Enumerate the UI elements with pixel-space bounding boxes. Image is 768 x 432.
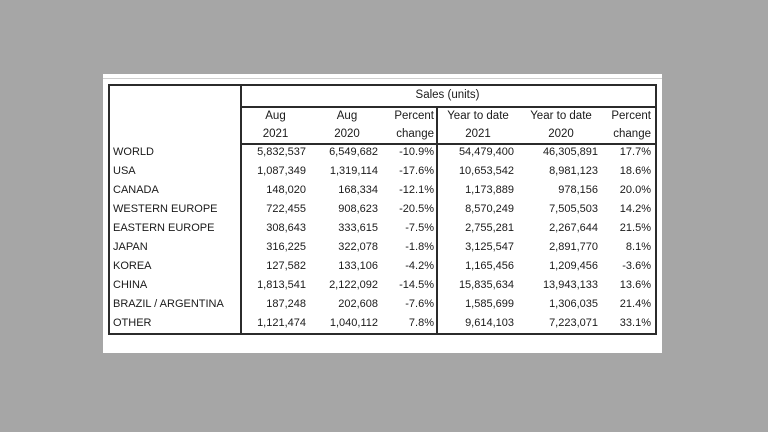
aug-2020-cell: 1,040,112 xyxy=(329,317,378,329)
percent-change-aug-cell: -20.5% xyxy=(399,203,434,215)
ytd-2021-cell: 3,125,547 xyxy=(465,241,514,253)
aug-2021-cell: 722,455 xyxy=(266,203,306,215)
column-header-line2: change xyxy=(613,128,651,140)
divider-label-column xyxy=(240,86,242,333)
percent-change-ytd-cell: 13.6% xyxy=(619,279,651,291)
ytd-2020-cell: 2,267,644 xyxy=(549,222,598,234)
ytd-2021-cell: 1,173,889 xyxy=(465,184,514,196)
column-header-aug-2020: Aug 2020 xyxy=(311,106,383,143)
aug-2021-cell: 308,643 xyxy=(266,222,306,234)
row-label-cell: USA xyxy=(113,165,136,177)
aug-2020-cell: 908,623 xyxy=(338,203,378,215)
column-header-line1: Aug xyxy=(336,110,358,122)
column-header-line1: Percent xyxy=(611,110,651,122)
percent-change-aug-cell: -10.9% xyxy=(399,146,434,158)
row-label-cell: CHINA xyxy=(113,279,148,291)
sales-table: Sales (units) Aug 2021 Aug 2020 Percent … xyxy=(108,84,657,335)
aug-2021-cell: 187,248 xyxy=(266,298,306,310)
percent-change-ytd-cell: 20.0% xyxy=(619,184,651,196)
ytd-2021-cell: 9,614,103 xyxy=(465,317,514,329)
aug-2021-cell: 5,832,537 xyxy=(257,146,306,158)
column-header-percent-change-ytd: Percent change xyxy=(603,106,655,143)
ytd-2020-cell: 7,223,071 xyxy=(549,317,598,329)
row-label-cell: OTHER xyxy=(113,317,152,329)
column-header-ytd-2020: Year to date 2020 xyxy=(519,106,603,143)
percent-change-aug-cell: -4.2% xyxy=(405,260,434,272)
divider-below-title xyxy=(240,106,655,108)
percent-change-ytd-cell: 21.4% xyxy=(619,298,651,310)
aug-2021-cell: 148,020 xyxy=(266,184,306,196)
row-label-cell: EASTERN EUROPE xyxy=(113,222,215,234)
aug-2021-cell: 316,225 xyxy=(266,241,306,253)
aug-2021-cell: 1,813,541 xyxy=(257,279,306,291)
divider-below-header xyxy=(240,143,655,145)
column-header-ytd-2021: Year to date 2021 xyxy=(437,106,519,143)
percent-change-aug-cell: -14.5% xyxy=(399,279,434,291)
column-header-line2: change xyxy=(396,128,434,140)
ytd-2021-cell: 54,479,400 xyxy=(458,146,514,158)
ytd-2021-cell: 8,570,249 xyxy=(465,203,514,215)
aug-2021-cell: 1,121,474 xyxy=(257,317,306,329)
ytd-2020-cell: 1,209,456 xyxy=(549,260,598,272)
aug-2020-cell: 333,615 xyxy=(338,222,378,234)
column-header-line1: Aug xyxy=(265,110,286,122)
ytd-2021-cell: 1,165,456 xyxy=(465,260,514,272)
aug-2020-cell: 2,122,092 xyxy=(329,279,378,291)
percent-change-ytd-cell: 18.6% xyxy=(619,165,651,177)
aug-2020-cell: 322,078 xyxy=(338,241,378,253)
column-header-line1: Year to date xyxy=(530,110,592,122)
ytd-2021-cell: 1,585,699 xyxy=(465,298,514,310)
percent-change-aug-cell: 7.8% xyxy=(408,317,434,329)
percent-change-aug-cell: -12.1% xyxy=(399,184,434,196)
ytd-2021-cell: 2,755,281 xyxy=(465,222,514,234)
percent-change-aug-cell: -7.5% xyxy=(405,222,434,234)
table-image-card: Sales (units) Aug 2021 Aug 2020 Percent … xyxy=(103,74,662,353)
percent-change-aug-cell: -7.6% xyxy=(405,298,434,310)
percent-change-ytd-cell: 8.1% xyxy=(625,241,651,253)
aug-2021-cell: 1,087,349 xyxy=(257,165,306,177)
column-header-line2: 2021 xyxy=(262,128,289,140)
column-header-line2: 2021 xyxy=(465,128,491,140)
ytd-2020-cell: 7,505,503 xyxy=(549,203,598,215)
percent-change-ytd-cell: 21.5% xyxy=(619,222,651,234)
column-header-line2: 2020 xyxy=(548,128,574,140)
row-label-cell: KOREA xyxy=(113,260,152,272)
column-header-line1: Percent xyxy=(394,110,434,122)
table-title: Sales (units) xyxy=(415,89,480,101)
column-header-line1: Year to date xyxy=(447,110,509,122)
row-label-cell: JAPAN xyxy=(113,241,148,253)
aug-2020-cell: 168,334 xyxy=(338,184,378,196)
ytd-2021-cell: 15,835,634 xyxy=(458,279,514,291)
column-header-percent-change-aug: Percent change xyxy=(383,106,437,143)
ytd-2020-cell: 13,943,133 xyxy=(542,279,598,291)
row-label-cell: BRAZIL / ARGENTINA xyxy=(113,298,224,310)
aug-2020-cell: 133,106 xyxy=(338,260,378,272)
ytd-2021-cell: 10,653,542 xyxy=(458,165,514,177)
empty-corner-cell xyxy=(110,86,240,143)
row-label-cell: CANADA xyxy=(113,184,159,196)
column-header-aug-2021: Aug 2021 xyxy=(240,106,311,143)
aug-2020-cell: 202,608 xyxy=(338,298,378,310)
card-top-edge xyxy=(103,78,662,79)
percent-change-aug-cell: -1.8% xyxy=(405,241,434,253)
aug-2020-cell: 6,549,682 xyxy=(329,146,378,158)
ytd-2020-cell: 2,891,770 xyxy=(549,241,598,253)
table-grid: Sales (units) Aug 2021 Aug 2020 Percent … xyxy=(110,86,655,333)
row-label-cell: WESTERN EUROPE xyxy=(113,203,218,215)
percent-change-aug-cell: -17.6% xyxy=(399,165,434,177)
ytd-2020-cell: 8,981,123 xyxy=(549,165,598,177)
aug-2020-cell: 1,319,114 xyxy=(329,165,378,177)
ytd-2020-cell: 978,156 xyxy=(558,184,598,196)
divider-month-ytd-sections xyxy=(436,106,438,333)
percent-change-ytd-cell: 33.1% xyxy=(619,317,651,329)
ytd-2020-cell: 1,306,035 xyxy=(549,298,598,310)
aug-2021-cell: 127,582 xyxy=(266,260,306,272)
percent-change-ytd-cell: -3.6% xyxy=(622,260,651,272)
percent-change-ytd-cell: 14.2% xyxy=(619,203,651,215)
ytd-2020-cell: 46,305,891 xyxy=(542,146,598,158)
percent-change-ytd-cell: 17.7% xyxy=(619,146,651,158)
column-header-line2: 2020 xyxy=(334,128,360,140)
row-label-cell: WORLD xyxy=(113,146,154,158)
